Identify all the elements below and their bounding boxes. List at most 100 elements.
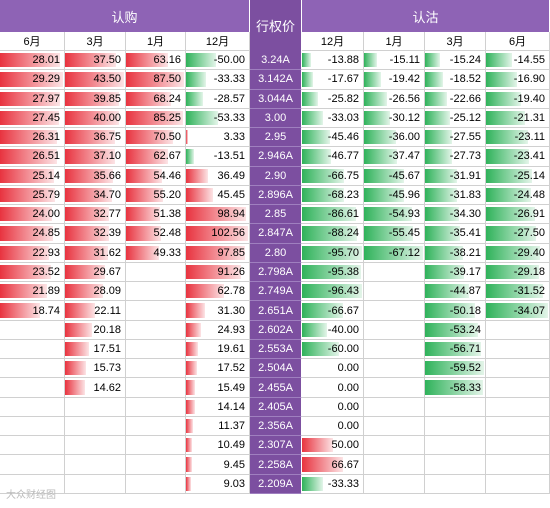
call-0-value: 29.29: [32, 73, 60, 86]
call-1-cell: 37.50: [65, 51, 126, 71]
put-1-cell: -54.93: [364, 205, 425, 225]
call-3-value: 102.56: [211, 227, 245, 240]
put-2-cell: -58.33: [425, 378, 486, 398]
call-2-bar: [126, 168, 163, 183]
call-0-bar: [0, 53, 61, 68]
call-1-cell: 37.10: [65, 147, 126, 167]
put-month-header: 12月: [302, 32, 364, 51]
call-0-cell: [0, 359, 65, 379]
call-3-cell: 9.03: [186, 474, 250, 494]
put-0-cell: 66.67: [302, 455, 364, 475]
put-0-value: -95.70: [327, 246, 359, 259]
call-3-value: 62.78: [217, 285, 245, 298]
call-0-bar: [0, 149, 58, 164]
put-3-cell: [486, 320, 550, 340]
call-3-bar: [186, 110, 219, 126]
call-1-value: 36.75: [93, 131, 121, 144]
put-2-bar: [425, 110, 450, 126]
put-0-bar: [302, 476, 323, 491]
put-1-bar: [364, 187, 405, 203]
call-1-cell: [65, 397, 126, 417]
put-0-value: -66.75: [327, 169, 359, 182]
strike-cell: 2.85: [250, 205, 302, 225]
put-1-cell: -45.96: [364, 185, 425, 206]
put-2-cell: -53.24: [425, 320, 486, 340]
put-3-cell: [486, 474, 550, 494]
put-3-value: -19.40: [513, 92, 545, 105]
put-1-cell: -67.12: [364, 243, 425, 263]
put-0-cell: -88.24: [302, 224, 364, 244]
call-1-value: 43.50: [93, 73, 121, 86]
call-2-cell: 70.50: [126, 128, 186, 148]
call-0-cell: 26.51: [0, 147, 65, 167]
call-1-bar: [65, 245, 108, 260]
put-3-cell: -23.11: [486, 128, 550, 148]
call-1-bar: [65, 361, 87, 376]
strike-cell: 2.356A: [250, 416, 302, 437]
call-3-cell: 102.56: [186, 224, 250, 244]
put-2-cell: -38.21: [425, 243, 486, 263]
put-0-value: -96.43: [327, 285, 359, 298]
call-3-bar: [186, 264, 242, 280]
put-3-value: -29.40: [513, 246, 545, 259]
call-0-value: 28.01: [32, 54, 60, 67]
put-2-bar: [425, 264, 464, 280]
put-0-bar: [302, 341, 340, 357]
call-3-cell: 36.49: [186, 166, 250, 186]
call-1-bar: [65, 207, 110, 222]
call-2-value: 87.50: [153, 73, 181, 86]
call-3-bar: [186, 361, 197, 376]
strike-cell: 2.602A: [250, 320, 302, 340]
call-2-cell: [126, 416, 186, 437]
put-3-cell: -21.31: [486, 108, 550, 129]
put-0-cell: -96.43: [302, 282, 364, 302]
put-3-value: -34.07: [513, 304, 545, 317]
put-2-cell: -15.24: [425, 51, 486, 71]
call-2-value: 70.50: [153, 131, 181, 144]
strike-cell: 3.142A: [250, 70, 302, 90]
put-3-bar: [486, 168, 532, 183]
strike-cell: 2.455A: [250, 378, 302, 398]
call-3-bar: [186, 245, 246, 260]
call-1-bar: [65, 226, 109, 241]
call-1-value: 31.62: [93, 246, 121, 259]
put-3-cell: [486, 416, 550, 437]
strike-header: 行权价: [250, 0, 302, 51]
call-1-bar: [65, 168, 114, 183]
call-3-bar: [186, 226, 248, 241]
call-month-header: 1月: [126, 32, 186, 51]
put-3-value: -24.48: [513, 188, 545, 201]
call-0-cell: [0, 436, 65, 456]
put-0-value: -45.46: [327, 131, 359, 144]
call-3-cell: 45.45: [186, 185, 250, 206]
put-group-header: 认沽: [302, 0, 550, 32]
put-2-value: -27.73: [449, 150, 481, 163]
put-1-value: -15.11: [389, 54, 420, 67]
put-2-value: -15.24: [449, 54, 481, 67]
put-0-cell: -33.03: [302, 108, 364, 129]
put-0-bar: [302, 149, 332, 164]
put-0-value: -86.61: [327, 208, 359, 221]
put-1-value: -37.47: [388, 150, 420, 163]
call-1-value: 37.50: [93, 54, 121, 67]
strike-cell: 2.90: [250, 166, 302, 186]
put-2-cell: -50.18: [425, 301, 486, 321]
call-3-cell: 31.30: [186, 301, 250, 321]
call-1-cell: 20.18: [65, 320, 126, 340]
put-2-cell: -31.91: [425, 166, 486, 186]
strike-cell: 2.80: [250, 243, 302, 263]
call-3-bar: [186, 187, 214, 203]
call-1-cell: 36.75: [65, 128, 126, 148]
call-0-value: 22.93: [32, 246, 60, 259]
put-3-cell: [486, 455, 550, 475]
strike-cell: 2.553A: [250, 339, 302, 360]
put-0-value: 0.00: [337, 381, 359, 394]
put-1-bar: [364, 72, 382, 87]
call-0-cell: 25.79: [0, 185, 65, 206]
put-2-cell: -59.52: [425, 359, 486, 379]
put-2-value: -25.12: [449, 111, 481, 124]
call-3-value: 9.03: [223, 477, 245, 490]
put-2-bar: [425, 226, 461, 241]
call-3-bar: [186, 168, 209, 183]
call-2-cell: 49.33: [126, 243, 186, 263]
